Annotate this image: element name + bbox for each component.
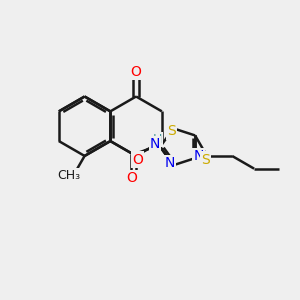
Text: N: N xyxy=(150,137,160,151)
Text: CH₃: CH₃ xyxy=(57,169,81,182)
Text: O: O xyxy=(132,152,143,167)
Text: S: S xyxy=(167,124,176,138)
Text: O: O xyxy=(127,171,137,185)
Text: S: S xyxy=(201,153,210,166)
Text: H: H xyxy=(152,134,162,146)
Text: O: O xyxy=(131,65,142,79)
Text: N: N xyxy=(194,149,204,164)
Text: N: N xyxy=(165,156,175,170)
